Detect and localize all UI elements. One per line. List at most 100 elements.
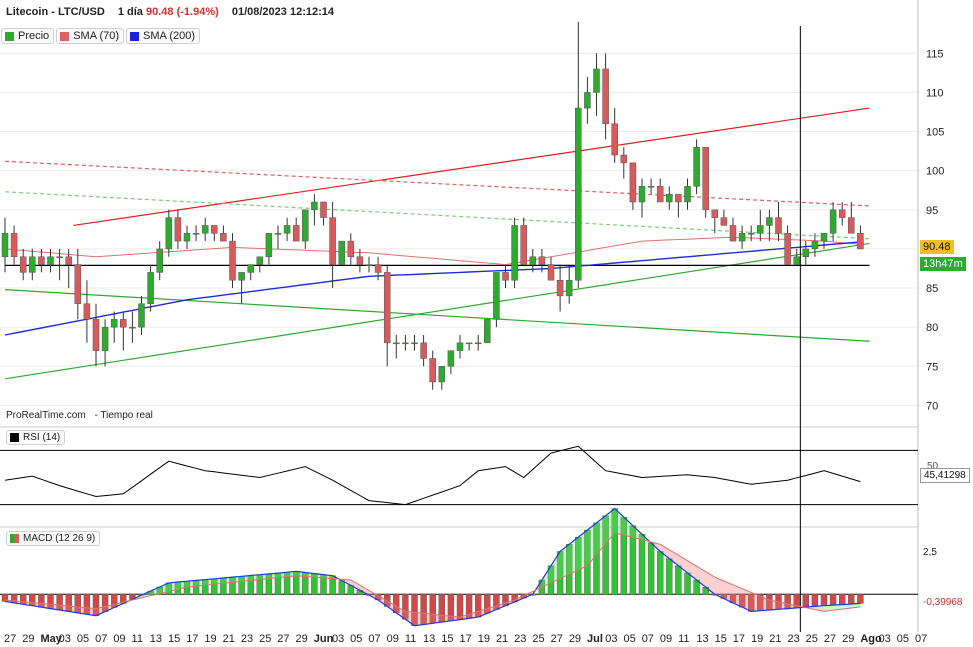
price-tick-label: 85 — [926, 283, 938, 295]
macd-histogram-bar — [811, 594, 819, 607]
trendline — [4, 191, 870, 240]
x-tick-label: 21 — [769, 633, 781, 645]
x-tick-label: 21 — [496, 633, 508, 645]
price-legend: Precio SMA (70) SMA (200) — [1, 28, 202, 44]
trendline — [4, 160, 870, 207]
macd-signal-fill — [441, 615, 451, 623]
x-tick-label: 15 — [168, 633, 180, 645]
rsi-legend[interactable]: RSI (14) — [6, 430, 66, 445]
candle-up — [693, 146, 700, 187]
macd-signal-fill — [287, 571, 297, 577]
candle-up — [802, 248, 810, 258]
candle-up — [156, 248, 163, 273]
x-tick-label: 03 — [332, 633, 344, 645]
macd-histogram-bar — [857, 594, 864, 604]
macd-signal-fill — [396, 606, 406, 620]
candle-up — [338, 240, 345, 265]
macd-histogram-bar — [820, 594, 828, 606]
candle-down — [420, 342, 427, 359]
candle-down — [174, 217, 182, 242]
price-tick-label: 100 — [926, 166, 944, 178]
macd-signal-fill — [787, 603, 797, 609]
candle-down — [520, 225, 527, 265]
last-price: 90.48 — [146, 6, 174, 18]
x-tick-label: 27 — [824, 633, 836, 645]
candle-up — [747, 233, 755, 235]
x-tick-label: 17 — [733, 633, 745, 645]
chart-header: Litecoin - LTC/USD 1 día 90.48 (-1.94%) … — [6, 6, 334, 18]
macd-label: MACD (12 26 9) — [23, 533, 96, 544]
legend-item-sma200[interactable]: SMA (200) — [126, 28, 201, 44]
macd-signal-line — [4, 532, 861, 618]
candle-up — [147, 272, 154, 304]
candle-down — [329, 217, 336, 265]
price-tick-label: 75 — [926, 361, 938, 373]
macd-signal-fill — [278, 572, 288, 578]
macd-signal-fill — [623, 517, 633, 538]
macd-signal-fill — [168, 582, 178, 592]
macd-signal-fill — [159, 582, 169, 594]
candle-down — [775, 217, 782, 234]
macd-histogram-bar — [848, 594, 855, 605]
macd-signal-fill — [496, 602, 506, 610]
candle-down — [19, 256, 27, 273]
candle-up — [793, 256, 800, 265]
macd-signal-fill — [423, 613, 433, 625]
candle-down — [10, 233, 18, 258]
candle-up — [474, 342, 482, 345]
macd-legend[interactable]: MACD (12 26 9) — [6, 531, 101, 546]
candle-down — [347, 240, 355, 258]
rsi-panel-label: RSI (14) — [6, 430, 66, 445]
macd-signal-fill — [551, 551, 561, 583]
price-tick-label: 110 — [926, 87, 944, 99]
macd-panel-label: MACD (12 26 9) — [6, 531, 101, 546]
x-tick-label: 05 — [897, 633, 909, 645]
macd-signal-fill — [733, 584, 743, 608]
legend-label-sma200: SMA (200) — [143, 30, 196, 42]
macd-signal-fill — [150, 586, 160, 596]
x-tick-label: 07 — [95, 633, 107, 645]
candle-down — [292, 225, 300, 242]
legend-swatch-precio — [5, 31, 14, 41]
candle-up — [183, 233, 191, 242]
candle-down — [320, 201, 327, 218]
rsi-label: RSI (14) — [23, 432, 61, 443]
macd-signal-fill — [232, 576, 242, 583]
candle-down — [711, 209, 719, 218]
instrument-name: Litecoin - LTC/USD — [6, 6, 105, 18]
candle-down — [229, 240, 236, 281]
x-tick-label: 11 — [405, 633, 416, 645]
candle-up — [593, 68, 600, 93]
macd-histogram-bar — [802, 594, 809, 608]
candle-down — [857, 233, 864, 250]
x-tick-label: 09 — [113, 633, 125, 645]
macd-histogram-bar — [829, 594, 837, 606]
candle-up — [584, 92, 591, 109]
macd-signal-fill — [469, 611, 479, 619]
candle-up — [165, 217, 173, 250]
legend-item-precio[interactable]: Precio — [1, 28, 55, 44]
candle-down — [356, 256, 364, 265]
macd-signal-fill — [833, 604, 843, 611]
x-tick-label: 07 — [642, 633, 654, 645]
rsi-swatch — [10, 433, 19, 442]
macd-signal-fill — [387, 600, 397, 613]
x-tick-label: 03 — [605, 633, 617, 645]
candle-up — [647, 186, 655, 188]
macd-histogram-bar — [839, 594, 846, 605]
header-datetime: 01/08/2023 12:12:14 — [231, 6, 334, 18]
candle-up — [311, 201, 318, 211]
legend-item-sma70[interactable]: SMA (70) — [56, 28, 125, 44]
candle-down — [656, 186, 664, 203]
candle-up — [274, 233, 282, 235]
macd-swatch — [10, 534, 19, 543]
macd-signal-fill — [214, 577, 224, 585]
candle-down — [720, 217, 728, 226]
source-brand: ProRealTime.com — [6, 410, 86, 421]
candle-up — [201, 225, 209, 234]
macd-signal-fill — [359, 585, 369, 596]
macd-histogram-bar — [675, 565, 682, 595]
x-tick-label: 17 — [460, 633, 472, 645]
sma200-line — [4, 241, 861, 336]
